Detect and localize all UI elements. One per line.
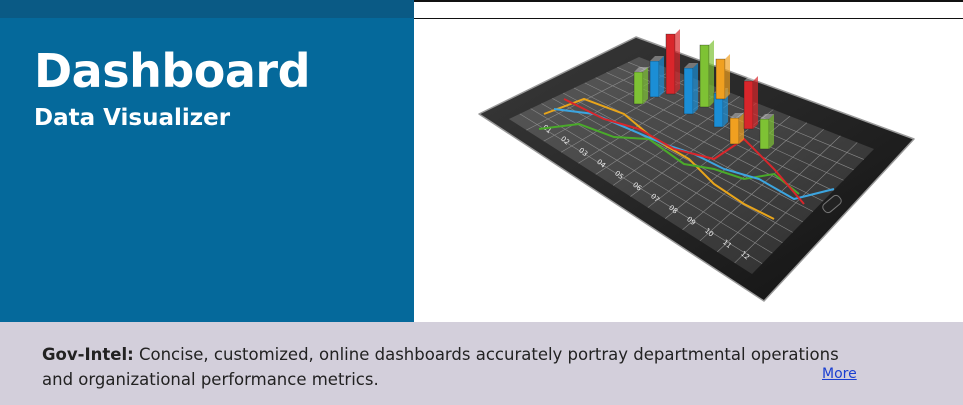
grid-line [717,135,841,253]
chart-bar [699,44,710,108]
chart-bar [683,67,694,115]
chart-bar [665,33,676,95]
chart-bar [633,71,644,105]
description-lead: Gov-Intel: [42,345,134,364]
chart-bar [729,117,740,145]
x-tick-label: 03 [577,146,589,158]
x-tick-label: 10 [703,227,715,239]
chart-bar-side [693,63,698,114]
x-tick-label: 01 [541,123,553,135]
chart-bar [649,60,660,98]
footer-description-panel: Gov-Intel: Concise, customized, online d… [0,322,963,405]
hero-banner: Dashboard Data Visualizer [0,0,414,322]
page-title: Dashboard [34,44,311,98]
chart-bar-top [700,40,714,45]
chart-line-green [538,122,800,195]
chart-bar-top [716,54,730,59]
chart-bar-side [753,76,758,129]
chart-bar-side [659,56,664,97]
top-rule [414,0,963,2]
chart-bar-side [675,29,680,94]
chart-bar-side [769,114,774,149]
chart-line-orange [543,97,775,220]
hero-top-strip [0,0,414,18]
grid-line [699,129,824,242]
chart-bar-top [730,113,744,118]
chart-bar-side [739,113,744,144]
chart-bar-top [760,114,774,119]
chart-bar-top [634,67,648,72]
page-subtitle: Data Visualizer [34,105,231,131]
description-text: Gov-Intel: Concise, customized, online d… [42,342,872,392]
top-rule-secondary [414,18,963,19]
x-tick-label: 05 [613,169,625,181]
x-tick-label: 02 [559,135,571,147]
chart-bar-top [744,76,758,81]
chart-bars [633,29,774,150]
chart-bar [743,80,754,130]
chart-bar-side [643,67,648,104]
chart-bar [759,118,770,150]
chart-bar-top [666,29,680,34]
x-tick-label: 07 [649,192,661,204]
x-tick-label: 09 [685,215,697,227]
description-body: Concise, customized, online dashboards a… [42,345,839,389]
chart-bar [715,58,726,100]
x-tick-label: 12 [739,250,751,262]
grid-line [734,142,858,264]
x-tick-label: 08 [667,204,679,216]
chart-bar-side [709,40,714,107]
x-tick-label: 11 [721,238,733,250]
home-button-icon [822,194,842,214]
chart-bar-top [684,63,698,68]
chart-bar-top [650,56,664,61]
chart-line-red [563,98,805,205]
chart-bar-side [725,54,730,99]
grid-line [682,122,808,230]
more-link[interactable]: More [822,366,857,382]
tablet-illustration: 01 02 03 04 05 06 07 08 09 10 11 12 [414,19,963,322]
